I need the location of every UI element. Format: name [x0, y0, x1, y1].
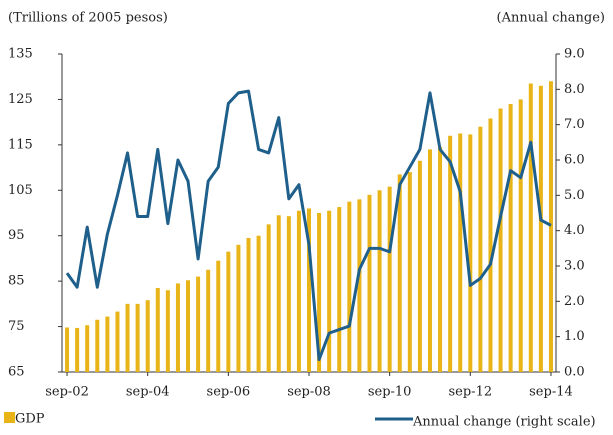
- y2-tick-label: 7.0: [564, 117, 585, 132]
- y-tick-label: 125: [8, 92, 33, 107]
- bar: [256, 235, 261, 372]
- bar: [327, 210, 332, 372]
- bar: [488, 118, 493, 372]
- legend-label: Annual change (right scale): [412, 415, 596, 430]
- bar: [236, 244, 241, 372]
- bar: [508, 103, 513, 372]
- x-tick-label: sep-04: [126, 385, 170, 400]
- bar: [468, 134, 473, 372]
- bar: [115, 311, 120, 372]
- x-tick-label: sep-14: [529, 385, 573, 400]
- bar: [95, 319, 100, 372]
- y2-tick-label: 0.0: [564, 365, 585, 380]
- y2-tick-label: 3.0: [564, 259, 585, 274]
- bar: [458, 133, 463, 372]
- x-tick-label: sep-06: [207, 385, 251, 400]
- bar: [85, 325, 90, 372]
- bar: [276, 215, 281, 372]
- x-tick-label: sep-10: [368, 385, 412, 400]
- bar: [75, 327, 80, 372]
- y2-axis-title: (Annual change): [497, 11, 605, 26]
- bar: [337, 207, 342, 372]
- y2-tick-label: 6.0: [564, 153, 585, 168]
- y2-tick-label: 5.0: [564, 188, 585, 203]
- y2-tick-label: 1.0: [564, 329, 585, 344]
- y-tick-label: 105: [8, 183, 33, 198]
- bar: [155, 287, 160, 372]
- bar: [296, 210, 301, 372]
- bar: [397, 174, 402, 372]
- bar: [307, 208, 311, 372]
- bar: [548, 81, 553, 372]
- bar: [226, 251, 231, 372]
- y2-tick-label: 2.0: [564, 294, 585, 309]
- line: [65, 89, 552, 362]
- bar: [427, 149, 432, 372]
- bar: [186, 280, 191, 372]
- bar: [317, 213, 322, 372]
- bar: [448, 135, 453, 372]
- y-tick-label: 95: [8, 228, 25, 243]
- bar: [175, 283, 180, 372]
- bar: [528, 83, 533, 373]
- y-tick-label: 135: [8, 47, 33, 62]
- bar: [387, 186, 392, 372]
- bar: [145, 300, 150, 372]
- y-tick-label: 115: [8, 137, 33, 152]
- bar: [65, 327, 70, 372]
- bar: [407, 172, 412, 372]
- bar: [206, 269, 211, 372]
- legend-label: GDP: [15, 412, 45, 427]
- bar: [266, 224, 271, 372]
- bar: [538, 85, 543, 373]
- bar: [125, 303, 130, 372]
- bar: [216, 260, 221, 372]
- y2-tick-label: 9.0: [564, 47, 585, 62]
- bar: [165, 290, 170, 372]
- y2-tick-label: 8.0: [564, 82, 585, 97]
- y-axis-title: (Trillions of 2005 pesos): [8, 11, 168, 26]
- x-tick-label: sep-12: [448, 385, 492, 400]
- x-tick-label: sep-08: [287, 385, 331, 400]
- y2-tick-label: 4.0: [564, 223, 585, 238]
- bar: [417, 160, 422, 372]
- y-tick-label: 85: [8, 274, 25, 289]
- bar: [438, 147, 443, 372]
- bar: [347, 201, 352, 372]
- bar: [498, 108, 503, 372]
- bar: [105, 316, 110, 372]
- y-tick-label: 65: [8, 365, 25, 380]
- bar: [246, 237, 251, 372]
- x-tick-label: sep-02: [45, 385, 89, 400]
- bar: [135, 303, 140, 372]
- bar: [286, 216, 291, 372]
- bar: [196, 276, 201, 372]
- bar: [518, 99, 523, 372]
- bar: [357, 199, 362, 372]
- bar: [377, 190, 382, 372]
- legend-swatch: [4, 412, 15, 423]
- bar: [478, 126, 483, 372]
- y-tick-label: 75: [8, 319, 25, 334]
- bar: [367, 194, 372, 372]
